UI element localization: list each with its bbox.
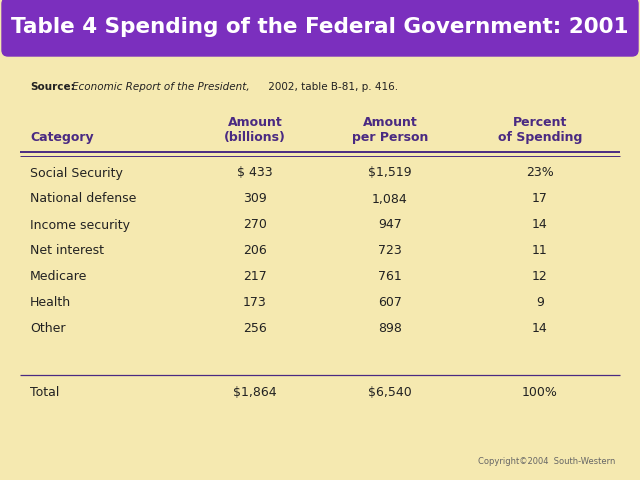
Text: Amount: Amount (363, 116, 417, 129)
Text: 11: 11 (532, 244, 548, 257)
Text: 761: 761 (378, 271, 402, 284)
Text: Net interest: Net interest (30, 244, 104, 257)
FancyBboxPatch shape (2, 0, 638, 56)
Text: 9: 9 (536, 297, 544, 310)
Text: $1,864: $1,864 (233, 385, 277, 398)
Text: Table 4 Spending of the Federal Government: 2001: Table 4 Spending of the Federal Governme… (12, 17, 628, 37)
Text: Economic Report of the President,: Economic Report of the President, (72, 82, 250, 92)
Text: Other: Other (30, 323, 65, 336)
Text: 1,084: 1,084 (372, 192, 408, 205)
Text: 2002, table B-81, p. 416.: 2002, table B-81, p. 416. (265, 82, 398, 92)
Text: per Person: per Person (352, 132, 428, 144)
Text: 14: 14 (532, 218, 548, 231)
Text: 270: 270 (243, 218, 267, 231)
Text: Social Security: Social Security (30, 167, 123, 180)
Text: 309: 309 (243, 192, 267, 205)
Text: 100%: 100% (522, 385, 558, 398)
Text: 898: 898 (378, 323, 402, 336)
Text: Category: Category (30, 132, 93, 144)
Text: 17: 17 (532, 192, 548, 205)
Text: National defense: National defense (30, 192, 136, 205)
Text: 947: 947 (378, 218, 402, 231)
Text: Health: Health (30, 297, 71, 310)
Text: Amount: Amount (228, 116, 282, 129)
Text: 12: 12 (532, 271, 548, 284)
Text: Copyright©2004  South-Western: Copyright©2004 South-Western (477, 457, 615, 467)
Text: Medicare: Medicare (30, 271, 88, 284)
Text: $1,519: $1,519 (368, 167, 412, 180)
Text: 256: 256 (243, 323, 267, 336)
Text: Income security: Income security (30, 218, 130, 231)
Text: 206: 206 (243, 244, 267, 257)
Text: Percent: Percent (513, 116, 567, 129)
Text: 23%: 23% (526, 167, 554, 180)
Text: 723: 723 (378, 244, 402, 257)
Text: 14: 14 (532, 323, 548, 336)
Text: Source:: Source: (30, 82, 75, 92)
Text: $6,540: $6,540 (368, 385, 412, 398)
Text: (billions): (billions) (224, 132, 286, 144)
Text: of Spending: of Spending (498, 132, 582, 144)
Text: 173: 173 (243, 297, 267, 310)
Text: $ 433: $ 433 (237, 167, 273, 180)
Text: 607: 607 (378, 297, 402, 310)
Text: Total: Total (30, 385, 60, 398)
Text: 217: 217 (243, 271, 267, 284)
